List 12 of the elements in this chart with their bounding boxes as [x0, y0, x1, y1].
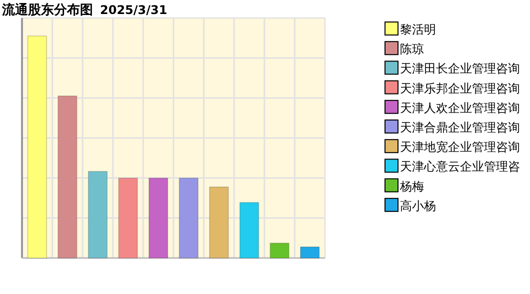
legend-label: 天津人欢企业管理咨询: [400, 100, 520, 115]
legend-label: 天津乐邦企业管理咨询: [400, 81, 520, 96]
legend-label: 天津地宽企业管理咨询: [400, 140, 520, 154]
legend-label: 天津合鼎企业管理咨询: [400, 120, 520, 134]
legend-label: 陈琼: [400, 42, 424, 56]
legend-label: 黎活明: [400, 22, 436, 36]
legend-label: 杨梅: [399, 179, 424, 194]
chart-title: 流通股东分布图: [1, 2, 93, 18]
legend-label: 天津心意云企业管理咨: [400, 160, 520, 174]
legend-label: 高小杨: [400, 198, 436, 213]
legend-label: 天津田长企业管理咨询: [400, 62, 520, 76]
chart-subtitle: 2025/3/31: [100, 3, 168, 17]
